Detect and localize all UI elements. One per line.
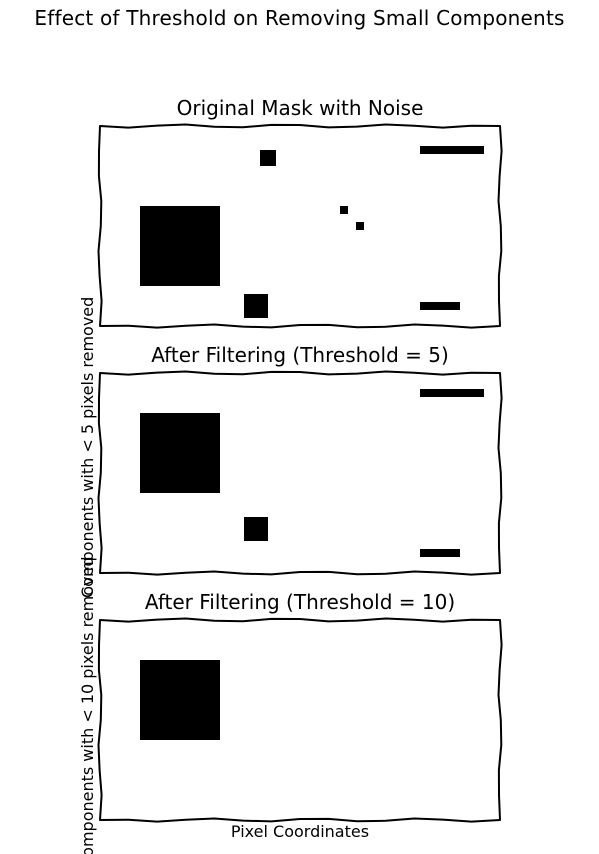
panel-2-title: After Filtering (Threshold = 5) xyxy=(151,343,449,367)
panel-1-component-3 xyxy=(244,294,268,318)
panel-2-frame xyxy=(97,370,503,576)
panel-3-component-1 xyxy=(140,660,220,740)
x-axis-label: Pixel Coordinates xyxy=(230,822,370,841)
panel-1-component-2 xyxy=(260,150,276,166)
panel-2-component-3 xyxy=(420,389,484,397)
figure-title: Effect of Threshold on Removing Small Co… xyxy=(34,6,565,30)
panel-2-component-2 xyxy=(244,517,268,541)
panel-1-component-5 xyxy=(420,302,460,310)
panel-1-title: Original Mask with Noise xyxy=(176,96,424,120)
panel-1-frame xyxy=(97,123,503,329)
panel-1-component-6 xyxy=(340,206,348,214)
panel-2-component-1 xyxy=(140,413,220,493)
panel-3-title: After Filtering (Threshold = 10) xyxy=(144,590,456,614)
panel-1-component-1 xyxy=(140,206,220,286)
panel-1-component-4 xyxy=(420,146,484,154)
panel-3-frame xyxy=(97,617,503,823)
panel-1-component-7 xyxy=(356,222,364,230)
panel-2-component-4 xyxy=(420,549,460,557)
